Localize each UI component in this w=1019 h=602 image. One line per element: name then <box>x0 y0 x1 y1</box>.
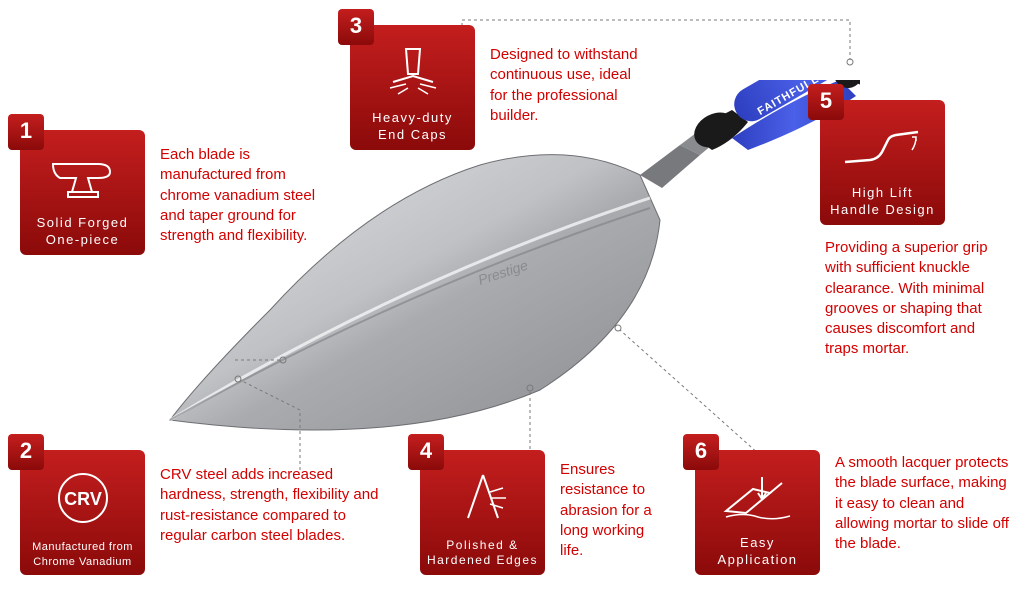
trowel-illustration: FAITHFULL Prestige <box>140 80 860 440</box>
endcap-icon <box>356 33 469 110</box>
feature-desc-2: CRV steel adds increased hardness, stren… <box>160 465 385 546</box>
feature-box-1: 1 Solid Forged One-piece <box>20 130 145 255</box>
feature-box-6: 6 Easy Application <box>695 450 820 575</box>
feature-num-3: 3 <box>338 9 374 45</box>
feature-num-5: 5 <box>808 84 844 120</box>
feature-title-5: High Lift Handle Design <box>830 185 935 219</box>
feature-desc-5: Providing a superior grip with sufficien… <box>825 238 1005 360</box>
feature-title-4: Polished & Hardened Edges <box>427 538 538 569</box>
handle-icon <box>826 108 939 185</box>
feature-num-6: 6 <box>683 434 719 470</box>
feature-title-2: Manufactured from Chrome Vanadium <box>32 540 133 569</box>
application-icon <box>701 458 814 535</box>
feature-title-6: Easy Application <box>717 535 797 569</box>
svg-text:CRV: CRV <box>64 489 102 509</box>
feature-box-5: 5 High Lift Handle Design <box>820 100 945 225</box>
edge-icon <box>426 458 539 538</box>
crv-icon: CRV <box>26 458 139 540</box>
feature-num-4: 4 <box>408 434 444 470</box>
feature-box-2: 2 CRV Manufactured from Chrome Vanadium <box>20 450 145 575</box>
feature-desc-6: A smooth lacquer protects the blade surf… <box>835 453 1010 554</box>
feature-title-3: Heavy-duty End Caps <box>372 110 453 144</box>
feature-box-4: 4 Polished & Hardened Edges <box>420 450 545 575</box>
feature-num-2: 2 <box>8 434 44 470</box>
feature-num-1: 1 <box>8 114 44 150</box>
svg-text:Prestige: Prestige <box>476 257 530 288</box>
feature-desc-4: Ensures resistance to abrasion for a lon… <box>560 460 660 561</box>
feature-desc-1: Each blade is manufactured from chrome v… <box>160 145 335 246</box>
feature-title-1: Solid Forged One-piece <box>37 215 129 249</box>
feature-box-3: 3 Heavy-duty End Caps <box>350 25 475 150</box>
feature-desc-3: Designed to withstand continuous use, id… <box>490 45 650 126</box>
anvil-icon <box>26 138 139 215</box>
